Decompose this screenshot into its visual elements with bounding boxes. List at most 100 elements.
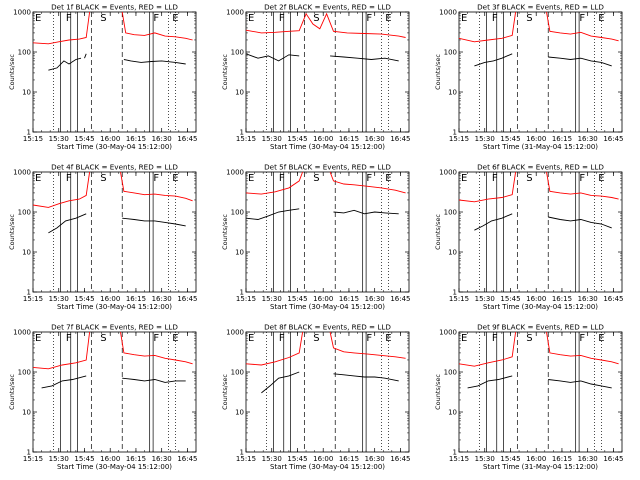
interval-label-f: F [66,173,72,184]
x-tick-label: 15:45 [500,295,520,303]
interval-label-s: S [526,173,532,184]
interval-label-e: E [35,333,41,344]
interval-label-f: F [66,333,72,344]
x-tick-label: 15:15 [236,295,256,303]
x-tick-label: 15:30 [262,455,282,463]
x-axis-label: Start Time (30-May-04 15:12:00) [270,463,385,471]
interval-label-e: E [598,173,604,184]
interval-label-f: F [492,333,498,344]
x-tick-label: 16:30 [152,295,172,303]
x-axis-label: Start Time (30-May-04 15:12:00) [57,463,172,471]
interval-label-f: F [492,173,498,184]
x-tick-label: 16:00 [526,135,546,143]
interval-label-s: S [100,173,106,184]
y-tick-label: 1 [453,449,457,457]
y-axis-label: Counts/sec [8,374,16,410]
panel-det-1: Det 1f BLACK = Events, RED = LLD 1 10 100 10… [8,3,198,152]
interval-label-e: E [385,13,391,24]
x-tick-label: 16:30 [365,135,385,143]
x-tick-label: 16:00 [100,295,120,303]
x-tick-label: 15:45 [287,295,307,303]
x-tick-label: 15:30 [475,455,495,463]
x-tick-label: 16:45 [603,295,623,303]
x-tick-label: 16:45 [603,135,623,143]
y-axis-label: Counts/sec [8,214,16,250]
y-tick-label: 10 [448,249,457,257]
events-series-line [548,379,612,389]
interval-label-f: F [492,13,498,24]
interval-label-e: E [385,333,391,344]
interval-label-f: F [153,173,159,184]
x-tick-label: 15:45 [500,135,520,143]
x-axis-label: Start Time (30-May-04 15:12:00) [57,303,172,311]
plot-frame [458,11,623,133]
y-tick-label: 10 [448,89,457,97]
panel-title: Det 9f BLACK = Events, RED = LLD [477,323,604,332]
plot-frame [32,11,197,133]
y-tick-label: 100 [444,369,457,377]
x-tick-label: 15:45 [287,455,307,463]
x-tick-label: 16:30 [365,455,385,463]
lld-series-line [245,12,406,38]
interval-label-e: E [598,13,604,24]
lld-series-line [458,11,517,43]
events-series-line [48,213,87,234]
x-axis-label: Start Time (30-May-04 15:12:00) [483,303,598,311]
y-axis-label: Counts/sec [221,54,229,90]
y-tick-label: 100 [231,209,244,217]
events-series-line [123,59,186,65]
x-tick-label: 15:30 [475,295,495,303]
x-tick-label: 16:15 [339,295,359,303]
lld-series-line [32,11,91,45]
y-tick-label: 1000 [226,169,244,177]
x-tick-label: 16:15 [126,135,146,143]
plot-frame [32,331,197,453]
lld-series-line [120,331,193,365]
panel-title: Det 5f BLACK = Events, RED = LLD [264,163,391,172]
interval-label-e: E [172,13,178,24]
events-series-line [548,216,612,229]
lld-series-line [329,331,406,359]
panel-det-5: Det 5f BLACK = Events, RED = LLD 1 10 100 10… [221,163,411,312]
y-tick-label: 100 [18,209,31,217]
lld-series-line [121,11,193,41]
y-tick-label: 1000 [13,9,31,17]
events-series-line [245,208,300,220]
x-tick-label: 16:00 [100,135,120,143]
y-axis-label: Counts/sec [221,214,229,250]
x-axis-label: Start Time (30-May-04 15:12:00) [270,143,385,151]
lld-series-line [32,171,91,208]
x-tick-label: 15:15 [23,135,43,143]
y-tick-label: 1 [27,449,31,457]
x-tick-label: 16:15 [552,135,572,143]
x-tick-label: 16:45 [390,295,410,303]
x-tick-label: 15:30 [49,295,69,303]
interval-label-f: F [579,333,585,344]
events-series-line [261,371,300,394]
panel-title: Det 3f BLACK = Events, RED = LLD [477,3,604,12]
interval-label-e: E [248,333,254,344]
y-tick-label: 1000 [439,9,457,17]
y-axis-label: Counts/sec [221,374,229,410]
x-tick-label: 15:15 [449,295,469,303]
plot-frame [245,331,410,453]
x-tick-label: 15:30 [262,295,282,303]
plot-frame [32,171,197,293]
panel-title: Det 2f BLACK = Events, RED = LLD [264,3,391,12]
x-tick-label: 16:00 [100,455,120,463]
plot-frame [245,11,410,133]
lld-series-line [546,171,619,200]
x-tick-label: 16:30 [365,295,385,303]
plot-frame [458,331,623,453]
y-tick-label: 100 [231,49,244,57]
x-tick-label: 15:15 [23,455,43,463]
x-axis-label: Start Time (31-May-04 15:12:00) [483,463,598,471]
x-tick-label: 16:30 [578,455,598,463]
x-tick-label: 16:00 [526,455,546,463]
interval-label-f: F [366,13,372,24]
interval-label-f: F [153,13,159,24]
interval-label-f: F [579,13,585,24]
interval-label-e: E [385,173,391,184]
x-tick-label: 16:00 [313,135,333,143]
panel-det-2: Det 2f BLACK = Events, RED = LLD 1 10 100 10… [221,3,411,152]
